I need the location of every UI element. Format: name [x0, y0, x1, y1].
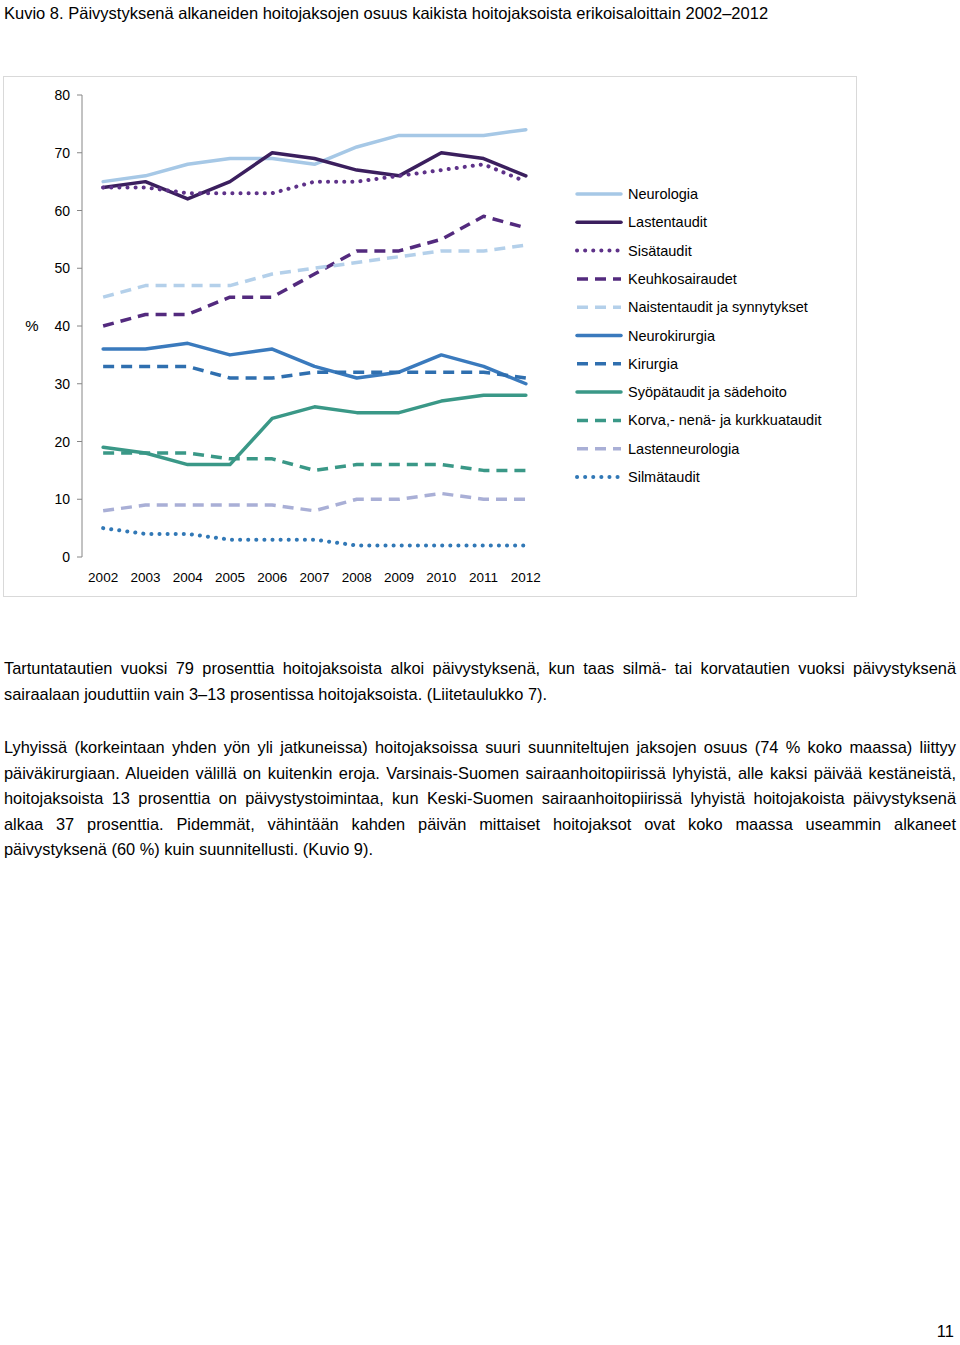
legend-label: Naistentaudit ja synnytykset — [628, 299, 808, 315]
series-line — [103, 343, 526, 383]
chart: 0 10 20 30 40 50 60 70 80% 2002 2003 2004 2005 2006 20… — [0, 0, 960, 620]
x-tick-label: 2003 — [130, 570, 160, 585]
y-tick — [77, 557, 82, 558]
y-tick-label: 30 — [54, 376, 70, 392]
y-tick-label: 40 — [54, 318, 70, 334]
legend-swatch — [577, 305, 621, 309]
series-line — [103, 528, 526, 545]
x-tick-label: 2007 — [299, 570, 329, 585]
legend-label: Lastenneurologia — [628, 441, 740, 457]
legend-swatch — [577, 362, 621, 366]
series-line — [103, 366, 526, 378]
series-line — [103, 164, 526, 193]
series-line — [103, 453, 526, 470]
x-tick-label: 2002 — [88, 570, 118, 585]
x-tick-label: 2009 — [384, 570, 414, 585]
legend-label: Neurokirurgia — [628, 328, 716, 344]
series-line — [103, 493, 526, 510]
legend-swatch — [577, 249, 621, 253]
legend-label: Lastentaudit — [628, 214, 707, 230]
legend-swatch — [577, 419, 621, 423]
legend-label: Syöpätaudit ja sädehoito — [628, 384, 787, 400]
y-tick — [77, 383, 82, 384]
x-tick-label: 2006 — [257, 570, 287, 585]
x-tick-label: 2008 — [342, 570, 372, 585]
y-tick-label: 10 — [54, 491, 70, 507]
y-tick-label: 70 — [54, 145, 70, 161]
y-tick-label: 0 — [62, 549, 70, 565]
y-tick — [77, 268, 82, 269]
y-tick — [77, 152, 82, 153]
legend-swatch — [577, 221, 621, 225]
y-tick — [77, 499, 82, 500]
y-tick-label: 20 — [54, 434, 70, 450]
x-tick-label: 2010 — [426, 570, 456, 585]
y-tick — [77, 95, 82, 96]
legend-swatch — [577, 447, 621, 451]
x-tick-label: 2011 — [469, 570, 498, 585]
paragraph: Tartuntatautien vuoksi 79 prosenttia hoi… — [4, 656, 956, 707]
page-number: 11 — [937, 1322, 954, 1341]
legend-swatch — [577, 192, 621, 196]
y-tick — [77, 210, 82, 211]
y-tick-label: 80 — [54, 87, 70, 103]
y-tick-label: 50 — [54, 260, 70, 276]
legend-swatch — [577, 475, 621, 479]
series-line — [103, 216, 526, 326]
legend-label: Neurologia — [628, 186, 699, 202]
y-tick — [77, 441, 82, 442]
chart-title: Kuvio 8. Päivystyksenä alkaneiden hoitoj… — [4, 2, 956, 25]
legend-swatch — [577, 277, 621, 281]
legend-label: Keuhkosairaudet — [628, 271, 737, 287]
series-line — [103, 245, 526, 297]
y-tick-label: 60 — [54, 203, 70, 219]
legend-label: Korva,- nenä- ja kurkkuataudit — [628, 412, 821, 428]
x-tick-label: 2004 — [173, 570, 204, 585]
x-tick-label: 2005 — [215, 570, 245, 585]
plot-area — [103, 130, 526, 546]
legend-label: Sisätaudit — [628, 243, 692, 259]
y-tick — [77, 326, 82, 327]
chart-frame — [4, 77, 857, 597]
series-line — [103, 153, 526, 199]
y-axis-label: % — [25, 317, 38, 334]
legend-swatch — [577, 390, 621, 394]
legend-label: Silmätaudit — [628, 469, 700, 485]
legend-swatch — [577, 334, 621, 338]
x-tick-label: 2012 — [511, 570, 541, 585]
paragraph: Lyhyissä (korkeintaan yhden yön yli jatk… — [4, 735, 956, 863]
legend-label: Kirurgia — [628, 356, 679, 372]
